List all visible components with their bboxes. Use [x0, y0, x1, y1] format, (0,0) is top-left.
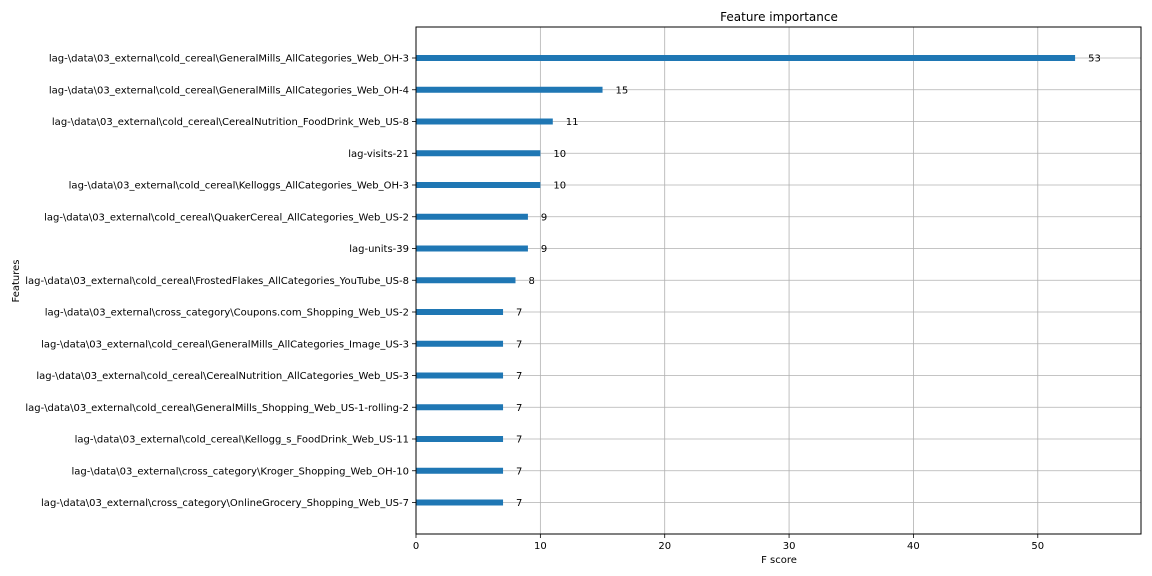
chart-title: Feature importance [720, 10, 838, 24]
y-tick-label: lag-units-39 [349, 244, 409, 255]
y-tick-labels: lag-\data\03_external\cold_cereal\Genera… [25, 54, 416, 509]
y-axis-label: Features [11, 260, 22, 303]
data-label: 7 [516, 498, 522, 509]
y-tick-label: lag-\data\03_external\cold_cereal\Genera… [41, 339, 409, 350]
y-tick-label: lag-\data\03_external\cold_cereal\Kellog… [69, 181, 409, 192]
data-label: 7 [516, 403, 522, 414]
x-tick-label: 10 [534, 541, 547, 552]
y-tick-label: lag-\data\03_external\cross_category\Onl… [41, 498, 409, 509]
y-tick-label: lag-visits-21 [348, 149, 409, 160]
x-tick-label: 20 [658, 541, 671, 552]
bar [416, 213, 528, 220]
bar [416, 404, 504, 411]
y-tick-label: lag-\data\03_external\cold_cereal\Genera… [49, 85, 409, 96]
data-label: 10 [553, 181, 566, 192]
data-label: 9 [541, 212, 547, 223]
x-axis-label: F score [761, 555, 797, 566]
y-tick-label: lag-\data\03_external\cold_cereal\Genera… [49, 54, 409, 65]
bar [416, 467, 504, 474]
bar [416, 245, 528, 252]
x-tick-labels: 0 10 20 30 40 50 [413, 534, 1044, 552]
data-label: 7 [516, 466, 522, 477]
bar [416, 436, 504, 442]
data-label: 15 [616, 85, 629, 96]
bar [416, 182, 541, 188]
data-label: 53 [1088, 54, 1101, 65]
bar [416, 372, 504, 379]
y-tick-label: lag-\data\03_external\cold_cereal\Quaker… [44, 212, 409, 223]
bar [416, 86, 603, 93]
y-tick-label: lag-\data\03_external\cold_cereal\Froste… [25, 276, 409, 287]
y-tick-label: lag-\data\03_external\cold_cereal\Kellog… [75, 435, 409, 446]
data-label: 8 [528, 276, 534, 287]
x-tick-label: 50 [1031, 541, 1044, 552]
bar [416, 309, 504, 315]
data-label: 7 [516, 339, 522, 350]
bars [416, 55, 1076, 506]
bar [416, 55, 1076, 61]
bar [416, 277, 516, 284]
y-tick-label: lag-\data\03_external\cross_category\Cou… [45, 308, 409, 319]
data-label: 9 [541, 244, 547, 255]
y-tick-label: lag-\data\03_external\cross_category\Kro… [71, 466, 409, 477]
x-tick-label: 40 [907, 541, 920, 552]
grid [415, 27, 1141, 534]
y-tick-label: lag-\data\03_external\cold_cereal\Genera… [25, 403, 409, 414]
data-label: 7 [516, 371, 522, 382]
y-tick-label: lag-\data\03_external\cold_cereal\Cereal… [52, 117, 409, 128]
data-label: 11 [566, 117, 579, 128]
x-tick-label: 0 [413, 541, 419, 552]
data-labels: 53 15 11 10 10 9 9 8 7 7 7 7 7 7 7 [516, 54, 1101, 510]
data-label: 10 [553, 149, 566, 160]
data-label: 7 [516, 435, 522, 446]
data-label: 7 [516, 308, 522, 319]
bar [416, 150, 541, 157]
y-tick-label: lag-\data\03_external\cold_cereal\Cereal… [36, 371, 409, 382]
bar [416, 118, 553, 125]
bar [416, 340, 504, 347]
bar [416, 499, 504, 506]
x-tick-label: 30 [783, 541, 796, 552]
